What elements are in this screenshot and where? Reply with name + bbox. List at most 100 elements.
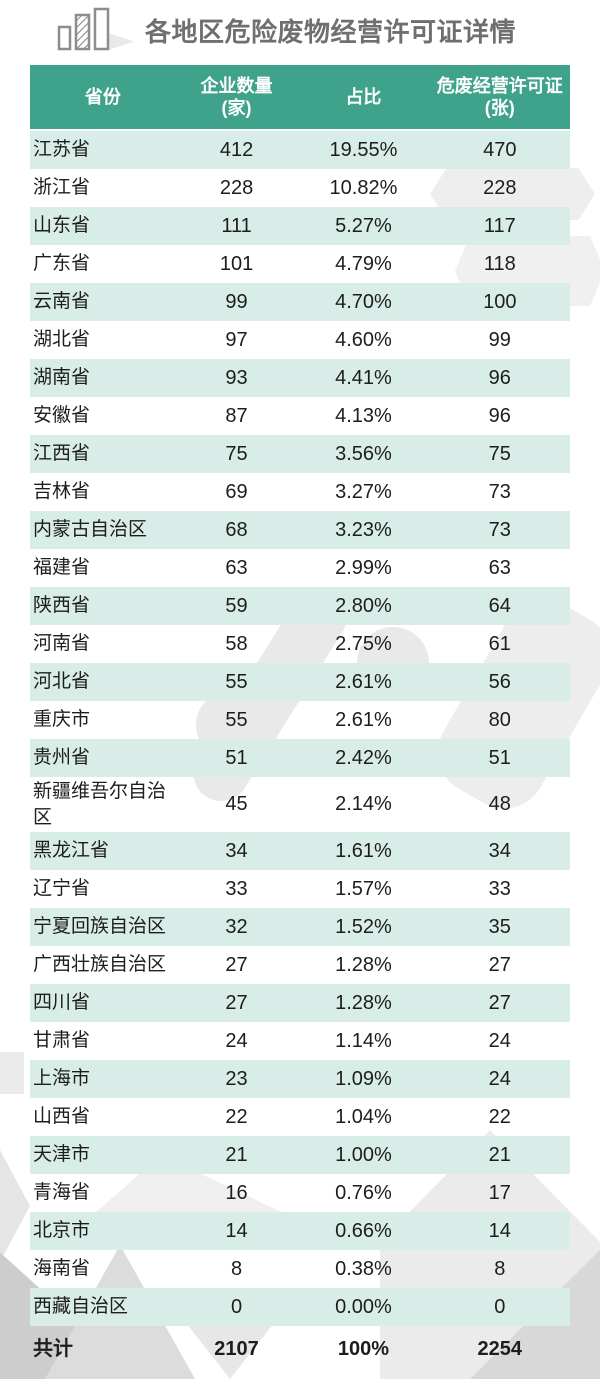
cell-share: 4.41% [335,366,392,389]
table-row: 青海省 16 0.76% 17 [30,1174,570,1212]
table-total-row: 共计 2107 100% 2254 [30,1328,570,1370]
cell-licenses: 117 [483,214,516,237]
cell-share: 1.28% [335,991,392,1014]
cell-companies: 75 [225,442,248,465]
cell-licenses: 99 [488,328,511,351]
cell-province: 浙江省 [33,177,91,199]
table-row: 西藏自治区 0 0.00% 0 [30,1288,570,1327]
cell-licenses: 0 [494,1295,506,1318]
table-row: 海南省 8 0.38% 8 [30,1250,570,1288]
cell-province: 山东省 [33,215,91,237]
cell-province: 海南省 [33,1258,91,1280]
cell-companies: 55 [225,708,248,731]
column-header-licenses: 危废经营许可证 (张) [436,75,563,119]
cell-share: 1.28% [335,953,392,976]
cell-companies: 32 [225,915,248,938]
table-row: 河南省 58 2.75% 61 [30,625,570,663]
cell-share: 3.27% [335,480,392,503]
total-licenses: 2254 [477,1337,523,1360]
table-row: 重庆市 55 2.61% 80 [30,701,570,739]
cell-province: 江西省 [33,443,91,465]
table-row: 湖北省 97 4.60% 99 [30,321,570,359]
table-row: 陕西省 59 2.80% 64 [30,587,570,625]
cell-companies: 23 [225,1067,248,1090]
table-row: 天津市 21 1.00% 21 [30,1136,570,1175]
cell-province: 青海省 [33,1182,91,1204]
cell-licenses: 61 [488,632,511,655]
cell-share: 1.52% [335,915,392,938]
table-row: 内蒙古自治区 68 3.23% 73 [30,511,570,549]
table-row: 上海市 23 1.09% 24 [30,1060,570,1099]
column-header-province: 省份 [84,86,121,107]
cell-province: 湖北省 [33,329,91,351]
cell-licenses: 100 [483,290,517,313]
cell-share: 4.70% [335,290,392,313]
cell-companies: 21 [225,1143,248,1166]
table-row: 山西省 22 1.04% 22 [30,1098,570,1136]
cell-companies: 45 [225,793,248,816]
cell-companies: 87 [225,404,248,427]
cell-province: 新疆维吾尔自治区 [33,781,167,828]
table-row: 贵州省 51 2.42% 51 [30,739,570,777]
column-header-share: 占比 [345,86,382,107]
table-row: 江苏省 412 19.55% 470 [30,131,570,169]
cell-province: 贵州省 [33,747,91,769]
cell-province: 宁夏回族自治区 [33,916,167,938]
table-row: 宁夏回族自治区 32 1.52% 35 [30,908,570,947]
cell-licenses: 8 [494,1257,506,1280]
cell-province: 吉林省 [33,481,91,503]
cell-companies: 97 [225,328,248,351]
decor-left-block [0,1052,24,1094]
cell-companies: 412 [219,138,254,161]
cell-licenses: 34 [488,839,511,862]
cell-province: 云南省 [33,291,91,313]
cell-licenses: 27 [488,953,511,976]
cell-licenses: 96 [488,404,511,427]
cell-licenses: 63 [488,556,511,579]
cell-share: 2.14% [335,793,392,816]
table-row: 北京市 14 0.66% 14 [30,1212,570,1251]
cell-licenses: 21 [488,1143,511,1166]
table-row: 江西省 75 3.56% 75 [30,435,570,473]
cell-share: 0.66% [335,1219,392,1242]
cell-share: 1.09% [335,1067,392,1090]
cell-share: 1.57% [335,877,392,900]
cell-province: 西藏自治区 [33,1296,129,1318]
cell-share: 2.80% [335,594,392,617]
cell-companies: 24 [225,1029,248,1052]
cell-companies: 27 [225,953,248,976]
table-row: 湖南省 93 4.41% 96 [30,359,570,397]
table-row: 黑龙江省 34 1.61% 34 [30,832,570,871]
cell-province: 黑龙江省 [33,840,110,862]
cell-companies: 111 [221,214,252,237]
cell-companies: 228 [219,176,254,199]
cell-companies: 101 [219,252,254,275]
cell-province: 北京市 [33,1220,91,1242]
table-row: 甘肃省 24 1.14% 24 [30,1022,570,1060]
cell-licenses: 24 [488,1067,511,1090]
cell-companies: 0 [230,1295,243,1318]
cell-share: 3.23% [335,518,392,541]
cell-licenses: 33 [488,877,511,900]
cell-province: 重庆市 [33,709,91,731]
table-row: 辽宁省 33 1.57% 33 [30,870,570,908]
cell-province: 安徽省 [33,405,91,427]
cell-share: 4.60% [335,328,392,351]
cell-companies: 16 [225,1181,248,1204]
cell-companies: 93 [225,366,248,389]
cell-province: 江苏省 [33,139,91,161]
cell-companies: 34 [225,839,248,862]
total-label: 共计 [33,1337,73,1360]
cell-share: 2.61% [335,708,392,731]
cell-share: 1.14% [335,1029,392,1052]
cell-share: 5.27% [335,214,392,237]
cell-companies: 33 [225,877,248,900]
cell-share: 0.76% [335,1181,392,1204]
cell-companies: 27 [225,991,248,1014]
cell-licenses: 35 [488,915,511,938]
license-table: 省份 企业数量 (家) 占比 危废经营许可证 (张) 江苏省 412 19.55% 4… [30,65,570,1370]
cell-licenses: 73 [488,518,511,541]
cell-province: 辽宁省 [33,878,91,900]
cell-share: 2.75% [335,632,392,655]
